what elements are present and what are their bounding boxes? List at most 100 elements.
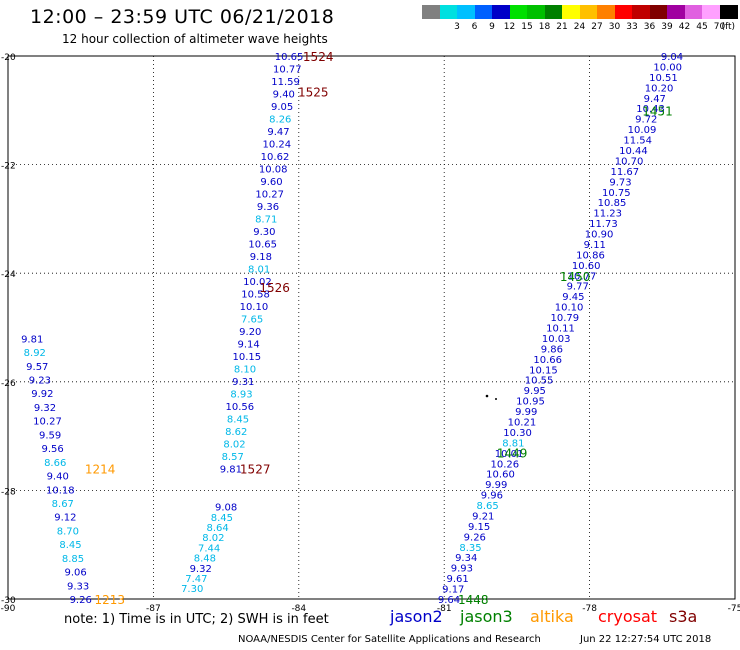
color-scale-label: 18 xyxy=(538,22,551,32)
wave-height-value: 9.96 xyxy=(481,491,503,502)
wave-height-value: 9.40 xyxy=(273,90,295,101)
wave-height-value: 10.30 xyxy=(503,428,532,439)
satellite-legend-jason3: jason3 xyxy=(460,607,513,626)
color-scale-swatch xyxy=(684,5,703,19)
color-scale-label: 21 xyxy=(556,22,568,32)
wave-height-value: 8.01 xyxy=(248,265,270,276)
wave-height-value: 10.44 xyxy=(619,146,648,157)
wave-height-value: 8.70 xyxy=(57,526,79,537)
latitude-tick-label: -24 xyxy=(1,270,16,280)
color-scale-swatch xyxy=(632,5,650,19)
wave-height-value: 9.11 xyxy=(584,240,606,251)
wave-height-value: 10.09 xyxy=(628,125,657,136)
wave-height-value: 9.15 xyxy=(468,522,490,533)
wave-height-value: 9.95 xyxy=(524,386,546,397)
wave-height-value: 8.45 xyxy=(227,415,249,426)
color-scale-swatch xyxy=(527,5,545,19)
latitude-tick-label: -28 xyxy=(1,487,16,497)
wave-height-value: 10.03 xyxy=(542,334,571,345)
wave-height-value: 9.18 xyxy=(250,252,272,263)
wave-height-value: 11.23 xyxy=(593,209,622,220)
wave-height-value: 9.20 xyxy=(239,327,261,338)
color-scale-label: 24 xyxy=(573,22,586,32)
pass-number-label: 1448 xyxy=(458,593,489,607)
wave-height-value: 10.79 xyxy=(550,313,579,324)
pass-number-label: 1525 xyxy=(298,85,329,99)
color-scale-swatch xyxy=(597,5,615,19)
wave-height-value: 9.32 xyxy=(190,564,212,575)
wave-height-value: 10.01 xyxy=(495,449,524,460)
latitude-tick-label: -22 xyxy=(1,162,16,172)
wave-height-value: 10.27 xyxy=(255,190,284,201)
color-scale-swatch xyxy=(457,5,475,19)
wave-height-value: 8.85 xyxy=(62,554,84,565)
color-scale-label: 42 xyxy=(678,22,691,32)
wave-height-value: 11.73 xyxy=(589,219,618,230)
wave-height-value: 10.00 xyxy=(653,62,682,73)
satellite-legend-jason2: jason2 xyxy=(390,607,443,626)
pass-number-label: 1213 xyxy=(95,593,126,607)
wave-height-value: 10.90 xyxy=(585,230,614,241)
wave-height-value: 9.93 xyxy=(451,564,473,575)
island-marker xyxy=(485,394,489,398)
wave-height-value: 8.81 xyxy=(502,438,524,449)
wave-height-value: 8.65 xyxy=(476,501,498,512)
wave-height-value: 9.36 xyxy=(257,202,279,213)
wave-height-value: 8.45 xyxy=(59,540,81,551)
wave-height-value: 9.77 xyxy=(567,282,589,293)
wave-height-value: 10.27 xyxy=(33,417,62,428)
wave-height-value: 9.40 xyxy=(47,472,69,483)
wave-height-value: 9.26 xyxy=(70,595,92,606)
color-scale-label: 45 xyxy=(696,22,708,32)
wave-height-value: 8.10 xyxy=(234,365,256,376)
wave-height-value: 10.58 xyxy=(241,290,270,301)
wave-height-value: 8.67 xyxy=(52,499,74,510)
color-scale-label: 39 xyxy=(661,22,673,32)
wave-height-value: 10.75 xyxy=(602,188,631,199)
wave-height-value: 9.81 xyxy=(220,465,242,476)
wave-height-value: 9.31 xyxy=(232,377,254,388)
wave-height-value: 7.44 xyxy=(198,543,220,554)
wave-height-value: 10.65 xyxy=(248,240,277,251)
wave-height-value: 10.18 xyxy=(46,485,75,496)
wave-height-value: 10.95 xyxy=(516,397,545,408)
wave-height-value: 10.66 xyxy=(533,355,562,366)
wave-height-value: 8.92 xyxy=(24,348,46,359)
longitude-tick-label: -90 xyxy=(1,604,16,614)
wave-height-value: 9.23 xyxy=(29,376,51,387)
wave-height-value: 10.24 xyxy=(262,140,291,151)
wave-height-value: 10.43 xyxy=(636,104,665,115)
color-scale-label: (ft) xyxy=(721,22,736,32)
wave-height-value: 9.57 xyxy=(26,362,48,373)
pass-number-label: 1526 xyxy=(259,281,290,295)
wave-height-value: 10.20 xyxy=(645,83,674,94)
map-frame xyxy=(7,55,736,600)
wave-height-value: 10.62 xyxy=(261,152,290,163)
map-subtitle: 12 hour collection of altimeter wave hei… xyxy=(62,32,328,46)
color-scale-swatch xyxy=(667,5,685,19)
wave-height-value: 8.45 xyxy=(211,513,233,524)
wave-height-value: 8.35 xyxy=(459,543,481,554)
color-scale-label: 3 xyxy=(454,22,460,32)
pass-number-label: 1450 xyxy=(560,270,591,284)
wave-height-value: 9.47 xyxy=(644,94,666,105)
wave-height-value: 11.54 xyxy=(623,136,652,147)
wave-height-value: 8.26 xyxy=(269,115,291,126)
color-scale-swatch xyxy=(474,5,493,19)
generation-timestamp: Jun 22 12:27:54 UTC 2018 xyxy=(580,634,712,645)
wave-height-value: 9.26 xyxy=(464,532,486,543)
longitude-tick-label: -84 xyxy=(291,604,306,614)
wave-height-value: 11.67 xyxy=(610,167,639,178)
wave-height-value: 10.26 xyxy=(490,459,519,470)
color-scale-label: 33 xyxy=(626,22,638,32)
wave-height-value: 10.77 xyxy=(568,271,597,282)
wave-height-value: 9.61 xyxy=(446,574,468,585)
longitude-tick-label: -87 xyxy=(146,604,161,614)
color-scale-label: 6 xyxy=(471,22,478,32)
wave-height-value: 10.55 xyxy=(525,376,554,387)
footer-note: note: 1) Time is in UTC; 2) SWH is in fe… xyxy=(64,612,329,627)
wave-height-value: 9.17 xyxy=(442,585,464,596)
color-scale-label: 27 xyxy=(591,22,603,32)
wave-height-value: 8.71 xyxy=(255,215,277,226)
